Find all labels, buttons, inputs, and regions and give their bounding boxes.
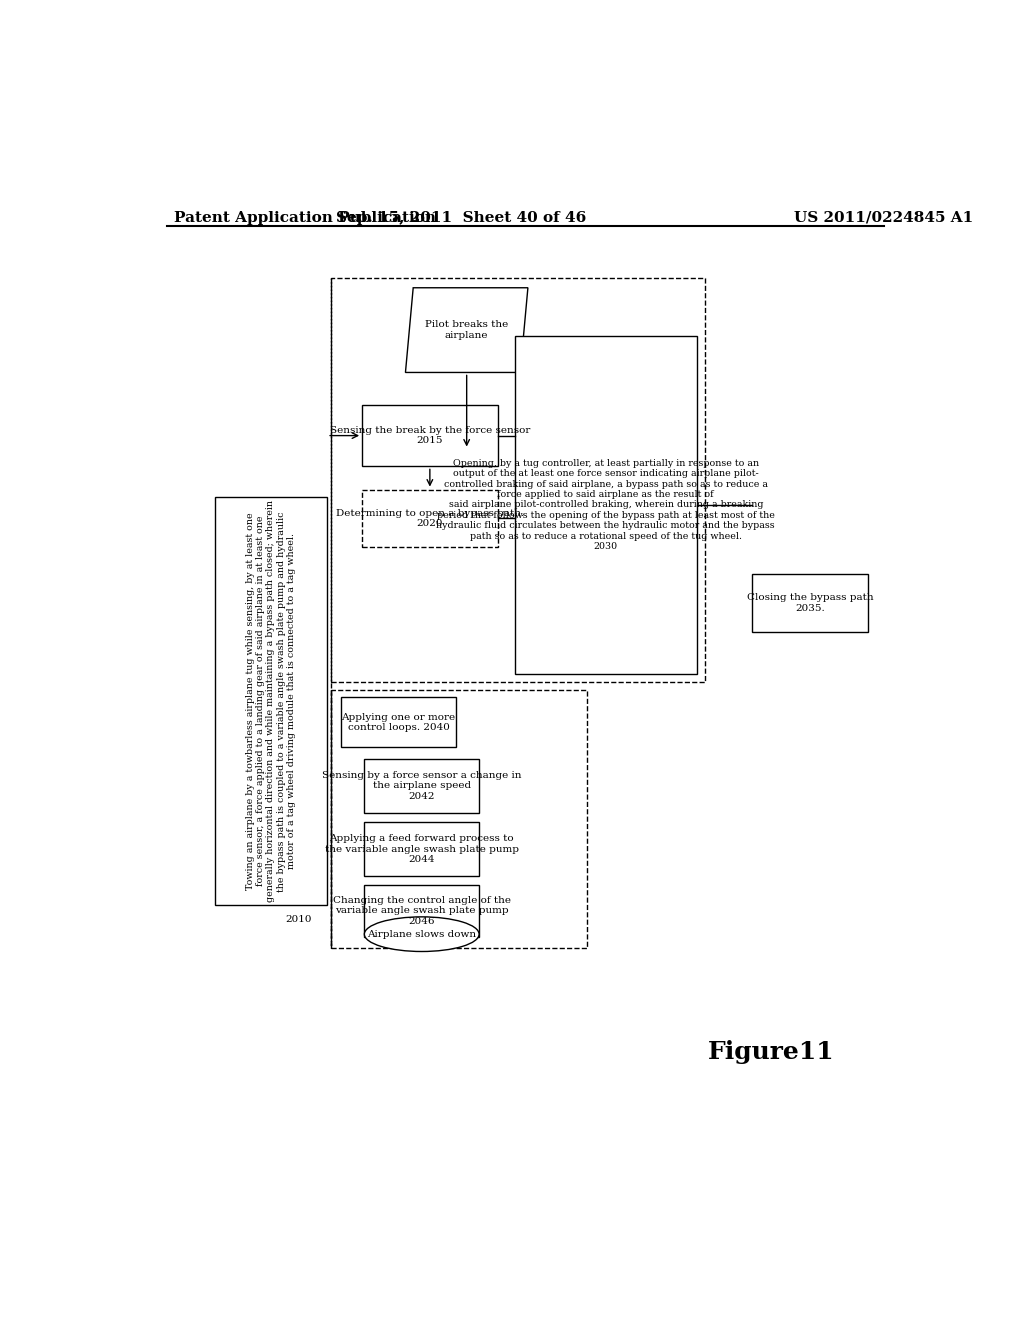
Ellipse shape bbox=[365, 917, 479, 952]
FancyBboxPatch shape bbox=[365, 822, 479, 876]
Text: Opening, by a tug controller, at least partially in response to an
output of the: Opening, by a tug controller, at least p… bbox=[436, 459, 775, 550]
Text: 2010: 2010 bbox=[285, 915, 311, 924]
Text: Closing the bypass path
2035.: Closing the bypass path 2035. bbox=[746, 594, 873, 612]
Text: Towing an airplane by a towbarless airplane tug while sensing, by at least one
f: Towing an airplane by a towbarless airpl… bbox=[246, 500, 296, 903]
Text: Applying a feed forward process to
the variable angle swash plate pump
2044: Applying a feed forward process to the v… bbox=[325, 834, 519, 865]
FancyBboxPatch shape bbox=[365, 759, 479, 813]
Text: Applying one or more
control loops. 2040: Applying one or more control loops. 2040 bbox=[341, 713, 456, 733]
Text: Pilot breaks the
airplane: Pilot breaks the airplane bbox=[425, 321, 508, 339]
FancyBboxPatch shape bbox=[215, 498, 328, 906]
Text: US 2011/0224845 A1: US 2011/0224845 A1 bbox=[795, 211, 974, 224]
Text: Sensing by a force sensor a change in
the airplane speed
2042: Sensing by a force sensor a change in th… bbox=[322, 771, 521, 801]
Polygon shape bbox=[406, 288, 528, 372]
Text: Sensing the break by the force sensor
2015: Sensing the break by the force sensor 20… bbox=[330, 426, 530, 445]
Text: Changing the control angle of the
variable angle swash plate pump
2046: Changing the control angle of the variab… bbox=[333, 896, 511, 925]
FancyBboxPatch shape bbox=[365, 884, 479, 937]
Text: Figure11: Figure11 bbox=[708, 1040, 835, 1064]
FancyBboxPatch shape bbox=[515, 335, 697, 675]
Text: Airplane slows down: Airplane slows down bbox=[368, 929, 476, 939]
Text: Determining to open a bypass path.
2020: Determining to open a bypass path. 2020 bbox=[336, 508, 524, 528]
FancyBboxPatch shape bbox=[362, 405, 498, 466]
FancyBboxPatch shape bbox=[752, 574, 868, 632]
Text: Sep. 15, 2011  Sheet 40 of 46: Sep. 15, 2011 Sheet 40 of 46 bbox=[336, 211, 587, 224]
Text: Patent Application Publication: Patent Application Publication bbox=[174, 211, 436, 224]
FancyBboxPatch shape bbox=[362, 490, 498, 548]
FancyBboxPatch shape bbox=[341, 697, 456, 747]
